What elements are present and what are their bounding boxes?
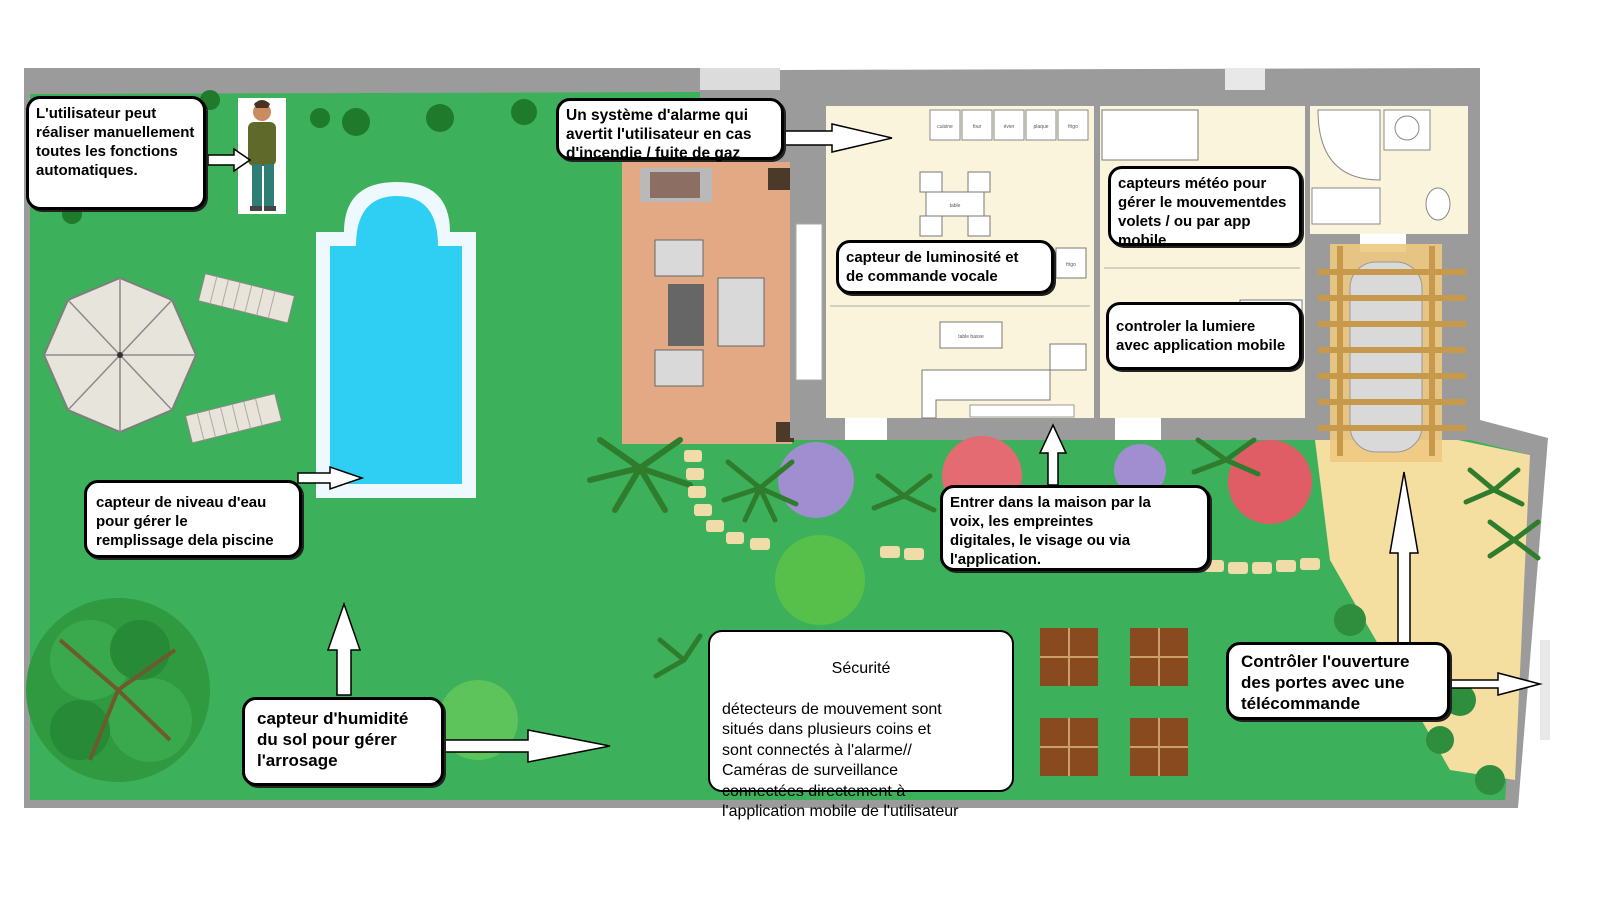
callout-user-manual: L'utilisateur peut réaliser manuellement… [26, 96, 206, 210]
kitchen-cabinet [1025, 109, 1057, 141]
dining-chair [967, 171, 991, 193]
shrub [775, 535, 865, 625]
arrow-right [1449, 672, 1543, 696]
shrub [1334, 604, 1366, 636]
arrow-right [441, 729, 611, 763]
cabinet-label: frigo [1068, 124, 1078, 130]
palm [1463, 467, 1525, 507]
vegetable-beds [1040, 628, 1188, 776]
arrow [207, 123, 1543, 763]
cabinet-label: cuisine [937, 124, 953, 130]
shower [1317, 109, 1381, 181]
palm [1487, 519, 1541, 561]
flower-shrub [1228, 440, 1312, 524]
kitchen-cabinet [929, 109, 961, 141]
callout-soil-humidity: capteur d'humidité du sol pour gérer l'a… [242, 697, 444, 786]
swimming-pool-water [330, 196, 462, 484]
flower-shrub [778, 442, 854, 518]
terrace-planter [768, 168, 790, 190]
sofa [921, 343, 1087, 419]
coffee-table [939, 321, 1003, 349]
palm [653, 633, 703, 679]
sofa-seat [969, 404, 1075, 418]
palm [587, 437, 693, 513]
callout-weather-sensors: capteurs météo pour gérer le mouvementde… [1108, 166, 1302, 249]
tree [26, 598, 210, 782]
house-door [1115, 418, 1161, 440]
callout-luminosity: capteur de luminosité et de commande voc… [836, 240, 1054, 294]
driveway [1315, 440, 1530, 780]
terrace [622, 162, 792, 444]
kitchen-cabinet [993, 109, 1025, 141]
security-body: détecteurs de mouvement sont situés dans… [722, 700, 959, 821]
dining-chair [919, 215, 943, 237]
sun-lounger [184, 392, 283, 444]
parasol [42, 276, 198, 434]
bathroom-cabinet [1311, 187, 1381, 225]
dining-chair [967, 215, 991, 237]
security-title: Sécurité [831, 659, 891, 677]
kitchen-cabinets [929, 109, 1089, 141]
callout-security: Sécurité détecteurs de mouvement sont si… [708, 630, 1014, 820]
fridge [1055, 247, 1087, 279]
arrow-right [779, 123, 893, 153]
stepping-stones [684, 450, 1320, 574]
cabinet-label: évier [1004, 124, 1015, 130]
terrace-planter [776, 422, 794, 442]
person-figure [238, 98, 286, 214]
wall-gap [700, 68, 780, 90]
callout-entry: Entrer dans la maison par la voix, les e… [940, 485, 1210, 571]
counter [1101, 109, 1199, 161]
dining-chair [919, 171, 943, 193]
coffee-table-label: table basse [958, 334, 984, 340]
terrace-table [668, 284, 704, 346]
terrace-chair [717, 277, 765, 347]
gate-frame [1540, 640, 1550, 740]
callout-water-level: capteur de niveau d'eau pour gérer le re… [84, 480, 302, 558]
callout-gate-control: Contrôler l'ouverture des portes avec un… [1226, 642, 1450, 720]
arrow-up [326, 601, 362, 696]
terrace-chair [654, 239, 704, 277]
shrub [1475, 765, 1505, 795]
cabinet-label: four [973, 124, 982, 130]
palm [1191, 437, 1261, 477]
arrow-up [1389, 471, 1419, 646]
dining-table [925, 191, 985, 217]
house-door [845, 418, 887, 440]
cabinet-label: plaque [1033, 124, 1048, 130]
kitchen-cabinet [961, 109, 993, 141]
sink-basin [1394, 115, 1420, 141]
callout-light-control: controler la lumiere avec application mo… [1106, 302, 1302, 370]
callout-alarm: Un système d'alarme qui avertit l'utilis… [556, 98, 784, 162]
arrow-up [1038, 423, 1068, 486]
kitchen-cabinet [1057, 109, 1089, 141]
barbecue-grill [650, 172, 700, 198]
palm [721, 459, 799, 523]
shrub [1426, 726, 1454, 754]
pergola [1318, 244, 1466, 462]
house-door [795, 223, 823, 381]
arrow-right [297, 465, 365, 491]
arrow-right [207, 147, 252, 173]
terrace-chair [654, 349, 704, 387]
fridge-label: frigo [1066, 262, 1076, 268]
flower-shrub [1114, 444, 1166, 496]
sun-lounger [197, 272, 296, 324]
toilet [1425, 187, 1451, 221]
palm [871, 473, 937, 513]
shrub [1444, 684, 1476, 716]
dining-table-label: table [950, 203, 961, 209]
